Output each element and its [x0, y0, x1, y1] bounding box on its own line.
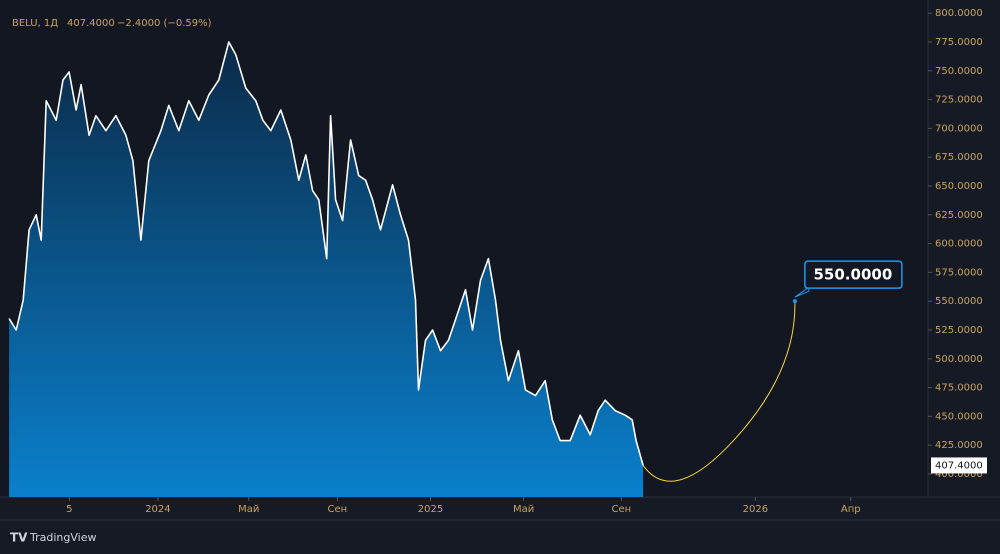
price-label-box	[931, 457, 987, 474]
x-tick-label: Май	[513, 504, 534, 515]
area	[9, 42, 644, 497]
y-tick-label: 625.0000	[935, 210, 983, 221]
y-tick-label: 750.0000	[935, 66, 983, 77]
y-tick-label: 575.0000	[935, 267, 983, 278]
y-tick-label: 425.0000	[935, 440, 983, 451]
y-tick-label: 600.0000	[935, 239, 983, 250]
x-tick-label: Май	[238, 504, 259, 515]
x-tick-label: 5	[66, 504, 72, 515]
x-tick-label: Сен	[328, 504, 348, 515]
y-tick-label: 775.0000	[935, 37, 983, 48]
y-tick-label: 400.0000	[935, 469, 983, 480]
y-tick-label: 475.0000	[935, 383, 983, 394]
x-tick-label: 2024	[145, 504, 170, 515]
change: −2.4000 (−0.59%)	[117, 18, 212, 29]
x-tick-label: 2025	[418, 504, 443, 515]
y-tick-label: 800.0000	[935, 8, 983, 19]
y-tick-label: 500.0000	[935, 354, 983, 365]
y-tick-label: 550.0000	[935, 296, 983, 307]
x-tick-label: Апр	[841, 504, 861, 515]
callout-label: 550.0000	[814, 266, 893, 284]
logo-icon: TV	[10, 531, 28, 545]
callout-box	[804, 260, 903, 289]
logo: TV TradingView	[10, 531, 96, 545]
y-tick-label: 725.0000	[935, 95, 983, 106]
forecast-point	[792, 299, 797, 304]
brand: TradingView	[29, 531, 96, 544]
x-tick-label: 2026	[743, 504, 768, 515]
y-tick-label: 450.0000	[935, 411, 983, 422]
symbol: BELU, 1Д	[12, 18, 58, 29]
forecast-curve	[642, 301, 796, 482]
callout	[794, 286, 810, 298]
price-label: 407.4000	[935, 460, 983, 471]
y-tick-label: 650.0000	[935, 181, 983, 192]
line	[8, 41, 644, 466]
last-price: 407.4000	[67, 18, 115, 29]
y-tick-label: 525.0000	[935, 325, 983, 336]
y-tick-label: 700.0000	[935, 123, 983, 134]
x-tick-label: Сен	[611, 504, 631, 515]
y-tick-label: 675.0000	[935, 152, 983, 163]
